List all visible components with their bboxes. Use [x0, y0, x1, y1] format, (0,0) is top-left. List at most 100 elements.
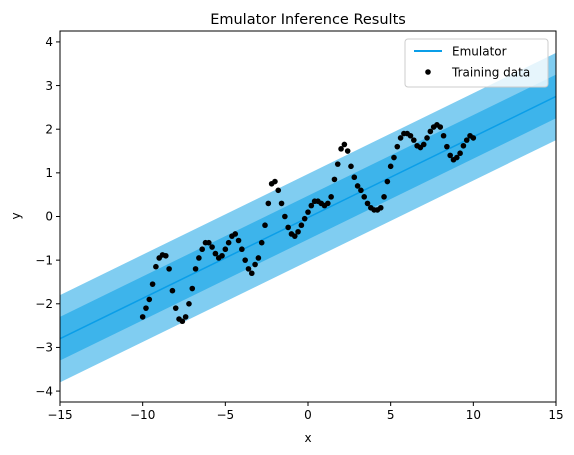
training-data-point: [143, 305, 149, 311]
training-data-point: [153, 263, 159, 270]
y-tick-label: 1: [45, 166, 53, 180]
training-data-point: [258, 239, 265, 246]
training-data-point: [354, 183, 361, 189]
training-data-point: [470, 135, 477, 141]
training-data-point: [440, 132, 447, 139]
training-data-point: [192, 266, 199, 272]
x-tick-label: 15: [548, 408, 563, 422]
training-data-point: [460, 142, 467, 149]
training-data-point: [301, 215, 308, 222]
training-data-point: [189, 285, 196, 292]
training-data-series: [139, 122, 477, 325]
x-tick-label: −15: [47, 408, 72, 422]
x-tick-label: 5: [387, 408, 395, 422]
legend-emulator-label: Emulator: [452, 45, 507, 59]
training-data-point: [255, 255, 262, 261]
training-data-point: [447, 152, 453, 159]
training-data-point: [328, 194, 334, 200]
training-data-point: [364, 200, 371, 207]
x-tick-label: −5: [216, 408, 234, 422]
training-data-point: [291, 233, 298, 239]
training-data-point: [222, 246, 229, 253]
training-data-point: [239, 246, 245, 253]
training-data-point: [334, 161, 341, 167]
training-data-point: [457, 150, 463, 157]
training-data-point: [341, 141, 348, 148]
training-data-point: [199, 246, 205, 253]
training-data-point: [454, 154, 460, 161]
training-data-point: [242, 257, 248, 263]
training-data-point: [384, 178, 391, 185]
legend-training-swatch: [425, 69, 431, 75]
y-tick-label: −3: [35, 341, 53, 355]
training-data-point: [463, 137, 470, 143]
training-data-point: [305, 209, 311, 215]
training-data-point: [149, 281, 156, 287]
training-data-point: [295, 228, 301, 235]
training-data-point: [163, 252, 169, 259]
x-axis: −15 −10 −5 0 5 10 15: [47, 402, 564, 422]
training-data-point: [262, 222, 268, 229]
training-data-point: [437, 124, 444, 130]
y-tick-label: −4: [35, 384, 53, 398]
training-data-point: [179, 318, 186, 325]
training-data-point: [139, 314, 146, 320]
training-data-point: [172, 305, 179, 311]
training-data-point: [407, 132, 414, 139]
training-data-point: [331, 176, 338, 183]
training-data-point: [169, 287, 176, 294]
training-data-point: [232, 231, 239, 237]
training-data-point: [420, 141, 427, 148]
y-tick-label: −1: [35, 253, 53, 267]
chart-title: Emulator Inference Results: [210, 12, 406, 28]
training-data-point: [308, 202, 315, 209]
legend-training-label: Training data: [451, 66, 530, 80]
x-tick-label: 0: [304, 408, 312, 422]
training-data-point: [377, 204, 384, 211]
training-data-point: [235, 237, 242, 244]
training-data-point: [272, 178, 278, 185]
y-tick-label: 4: [45, 35, 53, 49]
training-data-point: [182, 314, 189, 320]
training-data-point: [248, 270, 255, 277]
training-data-point: [285, 224, 291, 231]
training-data-point: [252, 261, 258, 268]
training-data-point: [394, 143, 401, 150]
training-data-point: [275, 187, 282, 194]
emulator-series: [60, 95, 556, 340]
training-data-point: [265, 200, 272, 207]
training-data-point: [358, 187, 364, 194]
legend: Emulator Training data: [404, 38, 549, 88]
y-axis-label: y: [9, 212, 23, 219]
training-data-point: [298, 222, 305, 229]
x-tick-label: −10: [130, 408, 155, 422]
y-tick-label: 0: [45, 210, 53, 224]
training-data-point: [397, 135, 404, 141]
training-data-point: [338, 146, 344, 152]
y-tick-label: 2: [45, 122, 53, 136]
training-data-point: [391, 154, 397, 161]
training-data-point: [278, 200, 285, 207]
training-data-point: [424, 135, 430, 141]
training-data-point: [325, 200, 331, 207]
training-data-point: [186, 300, 192, 307]
training-data-point: [351, 174, 358, 181]
y-tick-label: 3: [45, 79, 53, 93]
training-data-point: [381, 194, 387, 200]
training-data-point: [348, 163, 354, 170]
training-data-point: [166, 266, 172, 272]
training-data-point: [387, 163, 394, 170]
training-data-point: [219, 252, 225, 259]
training-data-point: [196, 255, 202, 261]
training-data-point: [344, 148, 351, 154]
training-data-point: [146, 296, 153, 303]
training-data-point: [225, 239, 232, 246]
training-data-point: [282, 213, 288, 220]
training-data-point: [212, 250, 219, 257]
y-tick-label: −2: [35, 297, 53, 311]
training-data-point: [411, 137, 417, 143]
training-data-point: [209, 244, 215, 250]
training-data-point: [361, 194, 368, 200]
x-axis-label: x: [304, 431, 311, 445]
